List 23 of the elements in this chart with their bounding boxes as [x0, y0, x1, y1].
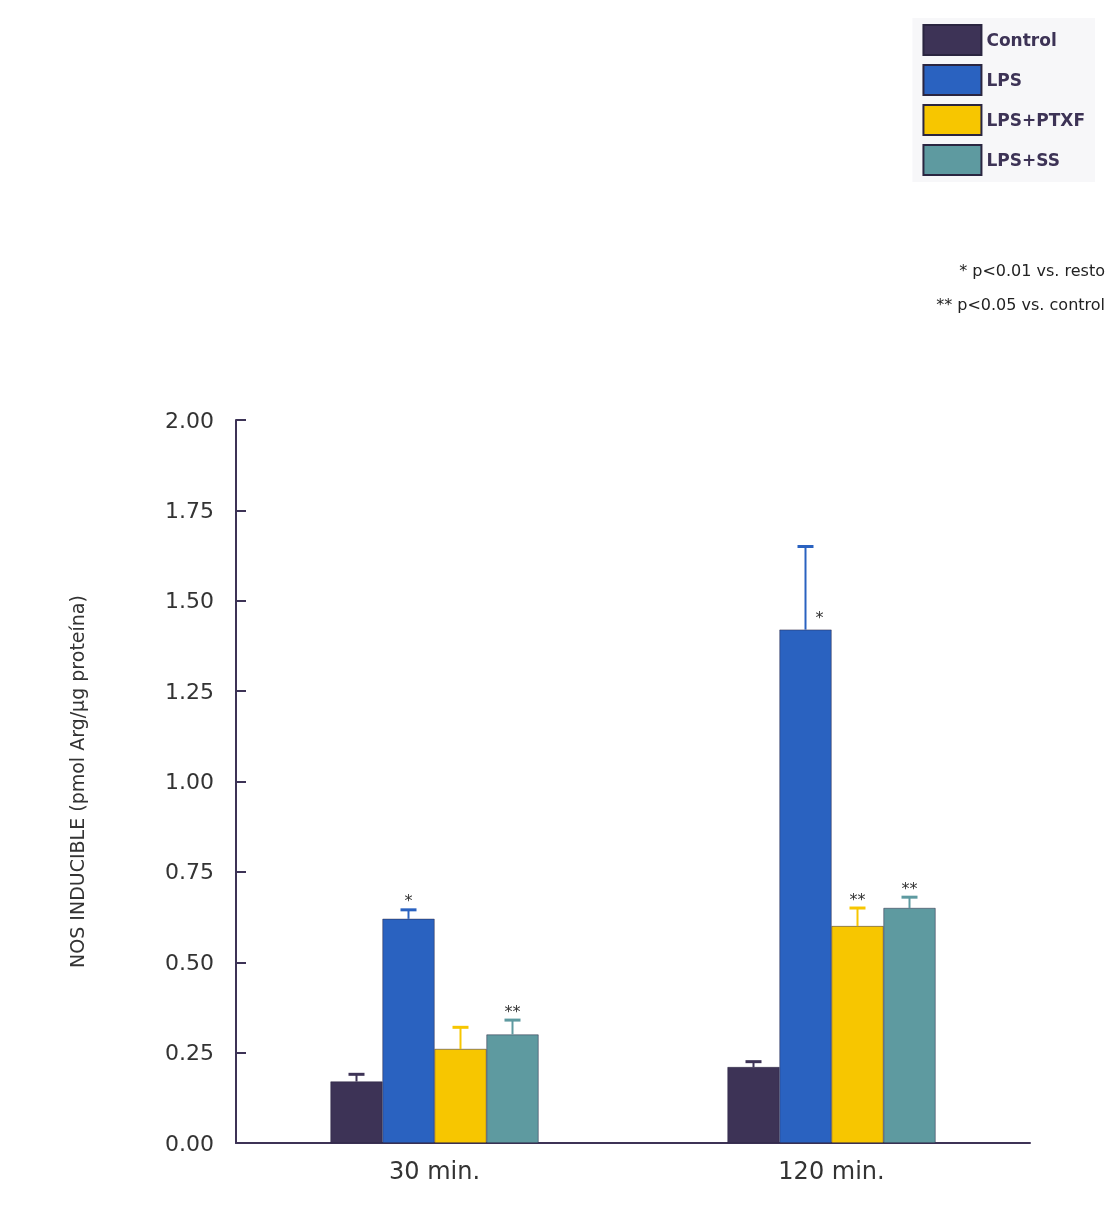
y-tick-label: 2.00 — [165, 407, 214, 433]
data-label: ** — [504, 1001, 521, 1021]
y-tick-label: 1.25 — [165, 678, 214, 704]
data-label: * — [404, 891, 413, 911]
text: * p<0.01 vs. resto — [959, 260, 1106, 280]
x-tick-label: 120 min. — [778, 1157, 885, 1185]
y-tick-label: 0.00 — [165, 1130, 214, 1156]
legend-label: LPS+SS — [986, 150, 1060, 170]
y-tick-label: 1.00 — [165, 769, 214, 794]
legend-label: LPS+PTXF — [986, 110, 1086, 130]
y-axis-title: NOS INDUCIBLE (pmol Arg/μg proteína) — [65, 595, 88, 968]
y-tick-label: 1.75 — [165, 497, 214, 523]
y-tick-label: 0.75 — [165, 859, 214, 885]
data-label: ** — [849, 889, 866, 909]
data-label: ** — [901, 878, 918, 898]
y-tick-label: 1.50 — [165, 588, 214, 614]
y-tick-label: 0.25 — [165, 1040, 214, 1066]
legend-label: LPS — [986, 70, 1022, 90]
text: ** p<0.05 vs. control — [936, 294, 1105, 314]
legend-label: Control — [986, 30, 1057, 50]
x-tick-label: 30 min. — [388, 1157, 481, 1185]
y-tick-label: 0.50 — [165, 949, 214, 975]
data-label: * — [815, 608, 824, 628]
